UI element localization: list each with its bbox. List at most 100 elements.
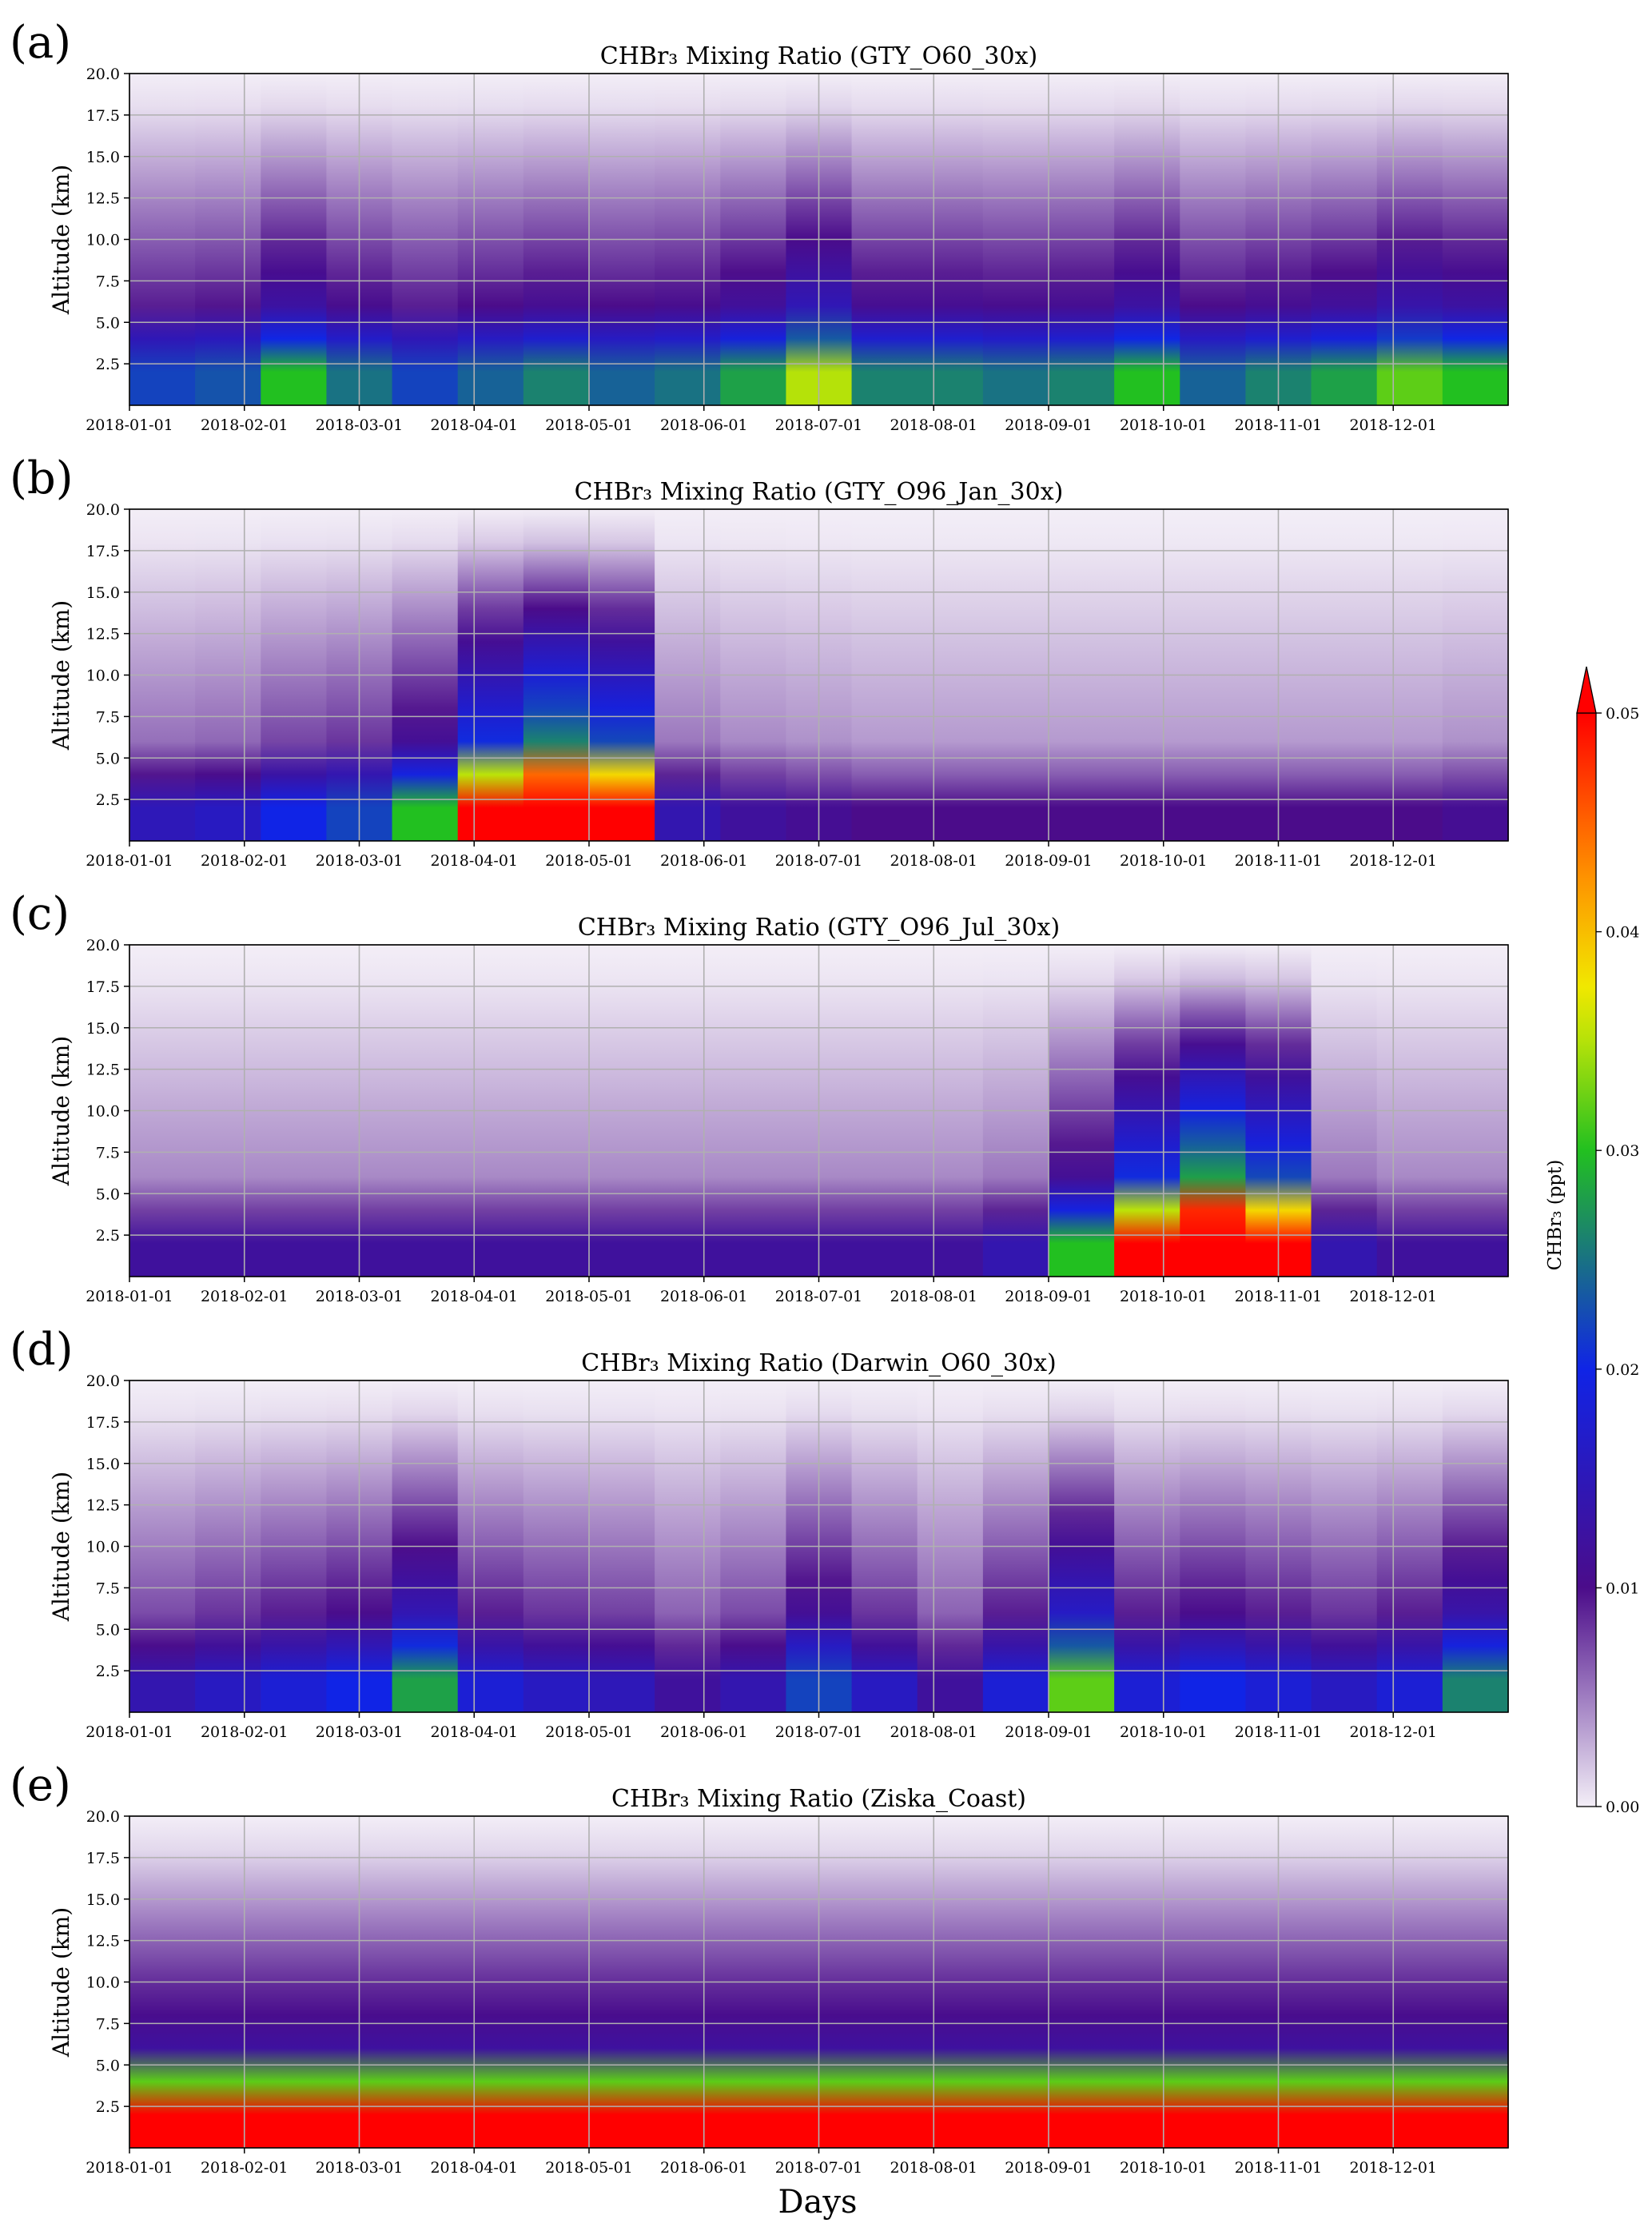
x-tick-label: 2018-10-01 (1120, 852, 1208, 870)
x-tick-label: 2018-08-01 (890, 2159, 977, 2177)
panel-title: CHBr₃ Mixing Ratio (GTY_O60_30x) (600, 42, 1037, 70)
panel-b: 2018-01-01 2018-02-01 2018-03-01 2018-04-01… (10, 452, 1509, 870)
panel-title: CHBr₃ Mixing Ratio (GTY_O96_Jan_30x) (575, 478, 1064, 506)
x-tick-label: 2018-01-01 (86, 2159, 173, 2177)
panel-label: (c) (10, 888, 70, 940)
x-tick-label: 2018-04-01 (430, 2159, 518, 2177)
x-tick-label: 2018-07-01 (775, 416, 863, 434)
x-tick-label: 2018-04-01 (430, 416, 518, 434)
y-tick-label: 2.5 (96, 356, 120, 373)
y-tick-label: 7.5 (96, 2015, 120, 2033)
y-tick-label: 15.0 (86, 584, 120, 602)
x-tick-label: 2018-07-01 (775, 852, 863, 870)
panel-label: (b) (10, 452, 74, 504)
y-axis-label: Altitude (km) (48, 600, 74, 751)
x-tick-label: 2018-07-01 (775, 1288, 863, 1305)
x-tick-label: 2018-02-01 (201, 852, 289, 870)
plot-frame (129, 944, 1509, 1277)
plot-frame (129, 73, 1509, 406)
y-tick-label: 20.0 (86, 66, 120, 83)
x-tick-label: 2018-07-01 (775, 1723, 863, 1741)
x-tick-label: 2018-12-01 (1349, 416, 1437, 434)
colorbar-tick-label: 0.04 (1606, 924, 1639, 942)
plot-frame (129, 1815, 1509, 2149)
x-tick-label: 2018-05-01 (545, 852, 633, 870)
y-tick-label: 20.0 (86, 1808, 120, 1826)
x-tick-label: 2018-07-01 (775, 2159, 863, 2177)
panel-title: CHBr₃ Mixing Ratio (Darwin_O60_30x) (581, 1349, 1057, 1377)
panel-e: 2018-01-01 2018-02-01 2018-03-01 2018-04-01… (10, 1759, 1509, 2177)
x-tick-label: 2018-03-01 (316, 1723, 404, 1741)
y-tick-label: 17.5 (86, 543, 120, 560)
x-tick-label: 2018-11-01 (1235, 1288, 1323, 1305)
x-tick-label: 2018-03-01 (316, 416, 404, 434)
y-tick-label: 17.5 (86, 978, 120, 996)
x-tick-label: 2018-09-01 (1005, 2159, 1093, 2177)
y-axis-label: Altitude (km) (48, 1472, 74, 1622)
y-axis-label: Altitude (km) (48, 1907, 74, 2058)
x-tick-label: 2018-02-01 (201, 1723, 289, 1741)
x-tick-label: 2018-02-01 (201, 1288, 289, 1305)
panel-d: 2018-01-01 2018-02-01 2018-03-01 2018-04-01… (10, 1324, 1509, 1741)
x-tick-label: 2018-12-01 (1349, 852, 1437, 870)
panels: 2018-01-01 2018-02-01 2018-03-01 2018-04-01… (10, 17, 1509, 2177)
y-tick-label: 5.0 (96, 314, 120, 332)
panel-label: (a) (10, 17, 71, 69)
y-tick-label: 12.5 (86, 190, 120, 208)
x-tick-label: 2018-04-01 (430, 1288, 518, 1305)
y-tick-label: 15.0 (86, 1891, 120, 1909)
y-tick-label: 5.0 (96, 1185, 120, 1203)
plot-frame (129, 508, 1509, 842)
x-axis-label: Days (778, 2184, 857, 2221)
colorbar-gradient (1576, 712, 1597, 1807)
x-tick-label: 2018-01-01 (86, 1288, 173, 1305)
x-tick-label: 2018-04-01 (430, 1723, 518, 1741)
x-tick-label: 2018-09-01 (1005, 1723, 1093, 1741)
y-tick-label: 2.5 (96, 2098, 120, 2116)
y-axis-label: Altitude (km) (48, 1036, 74, 1186)
x-tick-label: 2018-11-01 (1235, 2159, 1323, 2177)
y-tick-label: 15.0 (86, 149, 120, 166)
x-tick-label: 2018-08-01 (890, 416, 977, 434)
y-tick-label: 20.0 (86, 937, 120, 954)
y-tick-label: 5.0 (96, 750, 120, 767)
x-tick-label: 2018-02-01 (201, 2159, 289, 2177)
y-tick-label: 7.5 (96, 708, 120, 726)
x-tick-label: 2018-10-01 (1120, 1288, 1208, 1305)
panel-c: 2018-01-01 2018-02-01 2018-03-01 2018-04-01… (10, 888, 1509, 1305)
y-tick-label: 7.5 (96, 1580, 120, 1597)
x-tick-label: 2018-03-01 (316, 1288, 404, 1305)
x-tick-label: 2018-10-01 (1120, 2159, 1208, 2177)
y-tick-label: 10.0 (86, 1103, 120, 1121)
y-tick-label: 5.0 (96, 2057, 120, 2074)
x-tick-label: 2018-08-01 (890, 1723, 977, 1741)
x-tick-label: 2018-06-01 (660, 416, 748, 434)
x-tick-label: 2018-08-01 (890, 1288, 977, 1305)
panel-a: 2018-01-01 2018-02-01 2018-03-01 2018-04-01… (10, 17, 1509, 434)
y-tick-label: 10.0 (86, 667, 120, 685)
y-tick-label: 2.5 (96, 1227, 120, 1245)
y-tick-label: 20.0 (86, 1372, 120, 1390)
y-tick-label: 20.0 (86, 501, 120, 519)
x-tick-label: 2018-11-01 (1235, 416, 1323, 434)
y-tick-label: 15.0 (86, 1456, 120, 1473)
x-tick-label: 2018-01-01 (86, 852, 173, 870)
x-tick-label: 2018-05-01 (545, 1723, 633, 1741)
colorbar-extend-arrow (1576, 666, 1597, 714)
y-tick-label: 12.5 (86, 1497, 120, 1515)
y-tick-label: 10.0 (86, 232, 120, 249)
y-tick-label: 7.5 (96, 273, 120, 290)
x-tick-label: 2018-02-01 (201, 416, 289, 434)
y-tick-label: 17.5 (86, 107, 120, 125)
colorbar-tick-label: 0.01 (1606, 1580, 1639, 1597)
y-tick-label: 7.5 (96, 1144, 120, 1161)
y-tick-label: 12.5 (86, 1062, 120, 1079)
x-tick-label: 2018-09-01 (1005, 1288, 1093, 1305)
y-tick-label: 12.5 (86, 626, 120, 643)
x-tick-label: 2018-10-01 (1120, 416, 1208, 434)
x-tick-label: 2018-11-01 (1235, 852, 1323, 870)
x-tick-label: 2018-12-01 (1349, 1723, 1437, 1741)
x-tick-label: 2018-05-01 (545, 1288, 633, 1305)
x-tick-label: 2018-08-01 (890, 852, 977, 870)
